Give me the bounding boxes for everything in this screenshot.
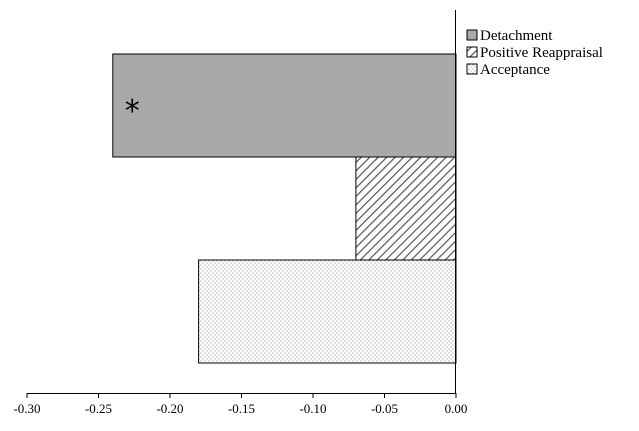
- x-tick-label: 0.00: [445, 401, 468, 416]
- x-tick-label: -0.05: [371, 401, 398, 416]
- legend-label-acceptance: Acceptance: [480, 62, 550, 78]
- bar-acceptance: [198, 259, 457, 364]
- legend-swatch-detachment: [466, 29, 478, 41]
- bar-detachment: [112, 53, 457, 158]
- bar-annotation-detachment: *: [125, 94, 140, 129]
- x-tick-label: -0.20: [156, 401, 183, 416]
- bar-positive-reappraisal: [355, 156, 457, 261]
- x-tick-label: -0.15: [228, 401, 255, 416]
- legend-label-positive-reappraisal: Positive Reappraisal: [480, 45, 603, 61]
- x-tick-label: -0.10: [299, 401, 326, 416]
- legend-swatch-positive-reappraisal: [466, 46, 478, 58]
- legend-label-detachment: Detachment: [480, 28, 553, 44]
- bars-group: *: [112, 53, 457, 364]
- x-tick-label: -0.25: [85, 401, 112, 416]
- x-tick-label: -0.30: [13, 401, 40, 416]
- legend-swatch-acceptance: [466, 63, 478, 75]
- x-ticks-group: -0.30 -0.25 -0.20 -0.15 -0.10 -0.05 0.00: [13, 393, 467, 416]
